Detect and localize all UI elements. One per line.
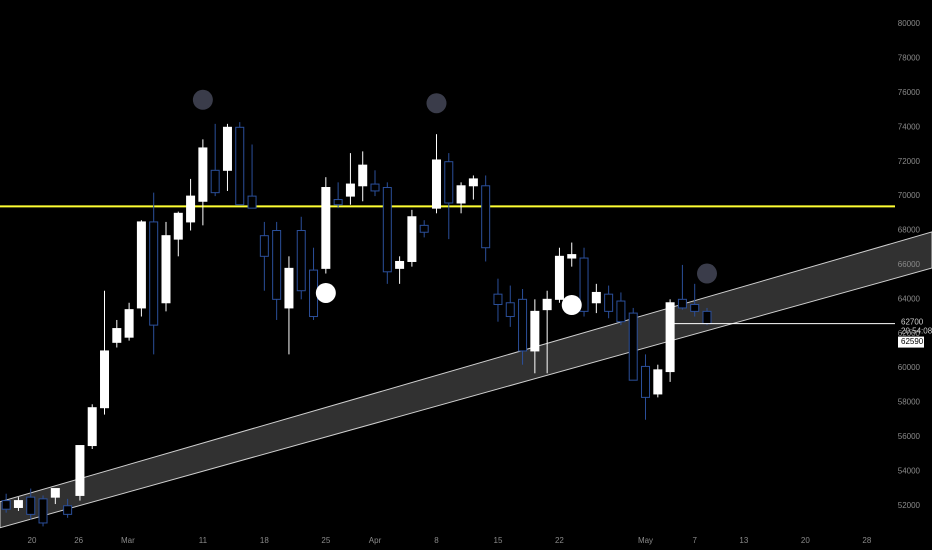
candle-body: [641, 365, 651, 398]
x-tick-label: 28: [862, 536, 871, 545]
marker: [426, 93, 447, 114]
x-tick-label: 11: [199, 536, 208, 545]
candle-body: [222, 126, 232, 171]
candle-body: [1, 500, 11, 510]
x-tick-label: 25: [321, 536, 330, 545]
y-tick-label: 54000: [898, 466, 921, 475]
candle-body: [702, 310, 712, 325]
candle-body: [579, 257, 589, 312]
candle-body: [358, 164, 368, 187]
candle-body: [247, 195, 257, 209]
candle-body: [431, 159, 441, 209]
candle-body: [395, 260, 405, 269]
candle-body: [161, 235, 171, 304]
x-tick-label: 15: [494, 536, 503, 545]
candle-body: [518, 298, 528, 352]
x-tick-label: 13: [739, 536, 748, 545]
candle-body: [136, 221, 146, 309]
last-price-label: 62590: [901, 337, 924, 346]
candle-body: [530, 310, 540, 352]
last-price-box: [898, 336, 924, 348]
candle-body: [604, 293, 614, 312]
x-tick-label: 20: [801, 536, 810, 545]
candle-body: [87, 407, 97, 447]
x-tick-label: 20: [28, 536, 37, 545]
candle-body: [628, 312, 638, 381]
candle-body: [210, 169, 220, 194]
candle-body: [75, 445, 85, 496]
y-tick-label: 56000: [898, 432, 921, 441]
y-tick-label: 66000: [898, 260, 921, 269]
marker: [192, 89, 213, 110]
y-tick-label: 60000: [898, 363, 921, 372]
candle-body: [100, 350, 110, 409]
y-tick-label: 52000: [898, 501, 921, 510]
candle-body: [591, 291, 601, 304]
candle-body: [468, 178, 478, 187]
candle-body: [616, 300, 626, 323]
candle-body: [38, 498, 48, 524]
x-tick-label: Mar: [121, 536, 135, 545]
marker: [315, 282, 336, 303]
candle-body: [272, 230, 282, 300]
y-tick-label: 68000: [898, 226, 921, 235]
candle-body: [321, 187, 331, 269]
candle-body: [63, 505, 73, 515]
price-tag: 62700: [901, 318, 924, 327]
candle-body: [665, 302, 675, 373]
marker: [696, 263, 717, 284]
candle-body: [567, 254, 577, 259]
candle-body: [444, 161, 454, 204]
candle-body: [677, 298, 687, 309]
candle-body: [690, 303, 700, 312]
candle-body: [50, 488, 60, 498]
candle-body: [653, 369, 663, 395]
y-tick-label: 70000: [898, 191, 921, 200]
y-tick-label: 62000: [898, 329, 921, 338]
y-tick-label: 76000: [898, 88, 921, 97]
candle-body: [149, 221, 159, 326]
y-tick-label: 78000: [898, 54, 921, 63]
marker: [561, 295, 582, 316]
candle-body: [13, 500, 23, 508]
x-tick-label: 7: [692, 536, 697, 545]
candle-body: [505, 302, 515, 318]
x-tick-label: May: [638, 536, 653, 545]
candle-body: [554, 255, 564, 300]
y-tick-label: 72000: [898, 157, 921, 166]
candle-body: [419, 224, 429, 233]
candle-body: [198, 147, 208, 202]
countdown: 20:54:08: [901, 327, 932, 336]
candle-body: [112, 328, 122, 343]
candle-body: [235, 126, 245, 206]
y-tick-label: 80000: [898, 19, 921, 28]
y-tick-label: 64000: [898, 294, 921, 303]
candle-body: [173, 212, 183, 240]
candle-body: [284, 267, 294, 309]
candle-body: [186, 195, 196, 223]
candle-body: [456, 185, 466, 204]
x-tick-label: 22: [555, 536, 564, 545]
x-tick-label: Apr: [369, 536, 382, 545]
x-tick-label: 18: [260, 536, 269, 545]
y-tick-label: 58000: [898, 398, 921, 407]
candle-body: [26, 496, 36, 515]
candle-body: [124, 309, 134, 338]
candle-body: [259, 235, 269, 257]
candle-body: [296, 230, 306, 292]
candle-body: [370, 183, 380, 192]
x-tick-label: 8: [434, 536, 439, 545]
x-tick-label: 26: [74, 536, 83, 545]
candle-body: [542, 298, 552, 311]
candle-body: [382, 187, 392, 273]
candle-body: [345, 183, 355, 197]
y-tick-label: 74000: [898, 122, 921, 131]
candle-body: [407, 216, 417, 262]
candle-body: [481, 185, 491, 249]
candle-body: [493, 293, 503, 305]
candle-body: [333, 199, 343, 206]
